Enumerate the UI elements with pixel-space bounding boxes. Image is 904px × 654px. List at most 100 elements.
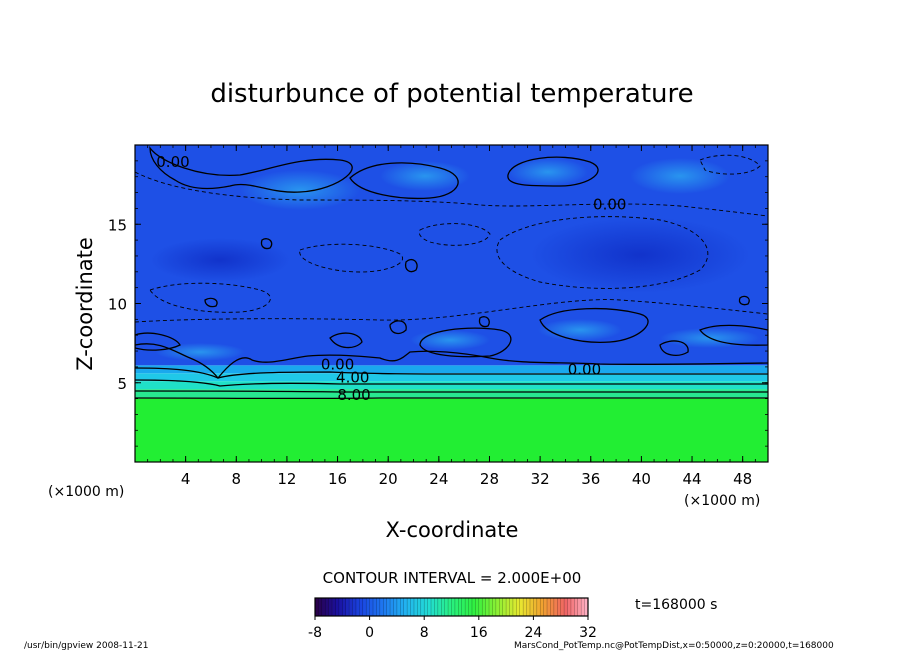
contour-labels: 0.000.000.00 0.004.008.00 [156, 153, 626, 404]
colorbar-cell [400, 598, 405, 616]
light-patch [155, 343, 245, 361]
colorbar-tick-label: 32 [579, 625, 597, 641]
colorbar-cell [550, 598, 555, 616]
y-tick-label: 15 [108, 216, 127, 234]
contour-line [135, 379, 768, 387]
contour-label: 0.00 [321, 356, 354, 374]
colorbar-frame [314, 597, 589, 617]
colorbar-cell [417, 598, 422, 616]
colorbar-cell [328, 598, 333, 616]
contour-line [135, 367, 768, 379]
x-tick-label: 48 [733, 470, 752, 488]
colorbar-cell [355, 598, 360, 616]
colorbar-tick-label: 24 [524, 625, 542, 641]
contour-interval: CONTOUR INTERVAL = 2.000E+00 [323, 569, 582, 587]
colorbar-cell [495, 598, 500, 616]
value-band [135, 398, 768, 462]
colorbar-cell [461, 598, 466, 616]
colorbar-cell [410, 598, 415, 616]
colorbar-cell [543, 598, 548, 616]
contour-lines [135, 145, 768, 400]
contour-closed [389, 320, 407, 335]
colorbar-cell [519, 598, 524, 616]
colorbar-cell [393, 598, 398, 616]
light-patch [508, 158, 588, 186]
dark-patch [150, 238, 290, 282]
colorbar-cell [553, 598, 558, 616]
colorbar-cell [526, 598, 531, 616]
dashed-contour [149, 282, 271, 313]
colorbar-cell [540, 598, 544, 616]
colorbar-cell [471, 598, 476, 616]
contour-label: 0.00 [593, 196, 626, 214]
colorbar-tick-label: 16 [470, 625, 488, 641]
colorbar-cell [465, 598, 469, 616]
colorbar-cell [482, 598, 486, 616]
light-patch [380, 161, 470, 191]
x-unit-left: (×1000 m) [48, 484, 124, 500]
x-tick-label: 8 [232, 470, 242, 488]
dashed-contour [299, 243, 403, 273]
colorbar-cell [458, 598, 463, 616]
colorbar-cell [386, 598, 391, 616]
colorbar-cell [441, 598, 445, 616]
negative-contours [135, 154, 768, 323]
dashed-contour [699, 154, 761, 175]
contour-closed [260, 238, 273, 250]
colorbar-cell [383, 598, 387, 616]
contour-label: 8.00 [337, 386, 370, 404]
colorbar-ticks: -8 0 8 16 24 32 [308, 616, 597, 641]
x-tick-label: 36 [581, 470, 600, 488]
contour-closed [329, 332, 363, 349]
colorbar-cell [574, 598, 579, 616]
colorbar-cell [362, 598, 367, 616]
footer-left: /usr/bin/gpview 2008-11-21 [24, 641, 149, 651]
colorbar-cell [533, 598, 538, 616]
contour-closed [419, 327, 512, 358]
time-label: t=168000 s [635, 597, 717, 613]
dashed-contour [418, 223, 491, 246]
colorbar-tick-label: 8 [420, 625, 429, 641]
colorbar-cell [509, 598, 514, 616]
colorbar-cell [420, 598, 425, 616]
colorbar-cell [536, 598, 541, 616]
dashed-contour [135, 171, 768, 217]
value-band [135, 365, 768, 374]
colorbar-cell [437, 598, 442, 616]
colorbar-cell [506, 598, 510, 616]
colorbar-tick-label: 0 [365, 625, 374, 641]
colorbar-cell [584, 598, 589, 616]
x-tick-label: 16 [328, 470, 347, 488]
colorbar-cell [529, 598, 534, 616]
x-tick-label: 32 [531, 470, 550, 488]
colorbar-cell [379, 598, 384, 616]
x-tick-label: 24 [429, 470, 448, 488]
colorbar-cell [560, 598, 565, 616]
colorbar-cell [570, 598, 575, 616]
colorbar [314, 598, 589, 616]
colorbar-cell [577, 598, 582, 616]
colorbar-cell [434, 598, 439, 616]
colorbar-cell [403, 598, 408, 616]
dark-patch [530, 217, 750, 293]
colorbar-cell [499, 598, 503, 616]
colorbar-cell [475, 598, 480, 616]
colorbar-cell [431, 598, 435, 616]
contour-closed [478, 316, 490, 328]
colorbar-cell [345, 598, 350, 616]
contour-closed [507, 156, 599, 187]
y-tick-label: 10 [108, 296, 127, 314]
contour-closed [204, 297, 218, 308]
contour-closed [738, 295, 750, 306]
x-axis: 4 8 12 16 20 24 28 32 36 40 44 48 [134, 145, 769, 488]
dashed-contour [135, 299, 768, 323]
colorbar-cell [448, 598, 452, 616]
colorbar-cell [485, 598, 490, 616]
colorbar-cell [489, 598, 493, 616]
colorbar-tick-label: -8 [308, 625, 322, 641]
x-tick-label: 28 [480, 470, 499, 488]
dashed-contour [496, 216, 709, 289]
colorbar-cell [349, 598, 353, 616]
colorbar-cell [376, 598, 381, 616]
